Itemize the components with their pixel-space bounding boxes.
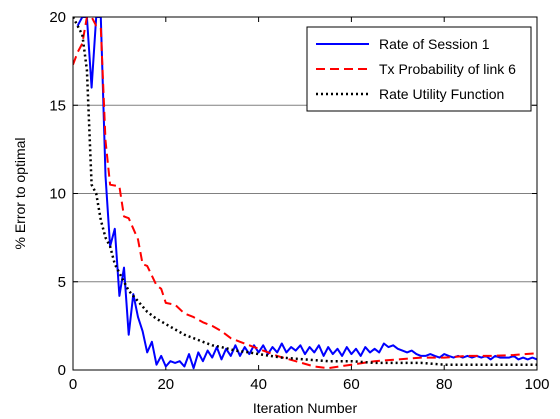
- x-tick-label: 60: [343, 376, 360, 393]
- x-tick-label: 40: [250, 376, 267, 393]
- y-axis-label: % Error to optimal: [12, 137, 28, 249]
- grid-lines: [73, 104, 537, 283]
- legend-label-2: Tx Probability of link 6: [379, 61, 516, 77]
- y-tick-label: 0: [58, 362, 66, 379]
- tick-labels: 0 5 10 15 20 0 20 40 60 80 100: [49, 9, 549, 393]
- y-tick-label: 10: [49, 186, 66, 203]
- x-tick-label: 0: [69, 376, 77, 393]
- x-tick-label: 20: [157, 376, 174, 393]
- x-tick-label: 100: [524, 376, 549, 393]
- x-tick-label: 80: [436, 376, 453, 393]
- legend: Rate of Session 1 Tx Probability of link …: [306, 26, 532, 112]
- plot-frame: [72, 16, 538, 371]
- legend-label-1: Rate of Session 1: [379, 36, 490, 52]
- legend-label-3: Rate Utility Function: [379, 86, 504, 102]
- series-line-3: [73, 17, 537, 366]
- series-layer: [73, 17, 537, 370]
- y-tick-label: 15: [49, 97, 66, 114]
- y-tick-label: 20: [49, 9, 66, 26]
- series-line-2: [73, 17, 537, 370]
- y-tick-label: 5: [58, 274, 66, 291]
- x-axis-label: Iteration Number: [253, 400, 358, 416]
